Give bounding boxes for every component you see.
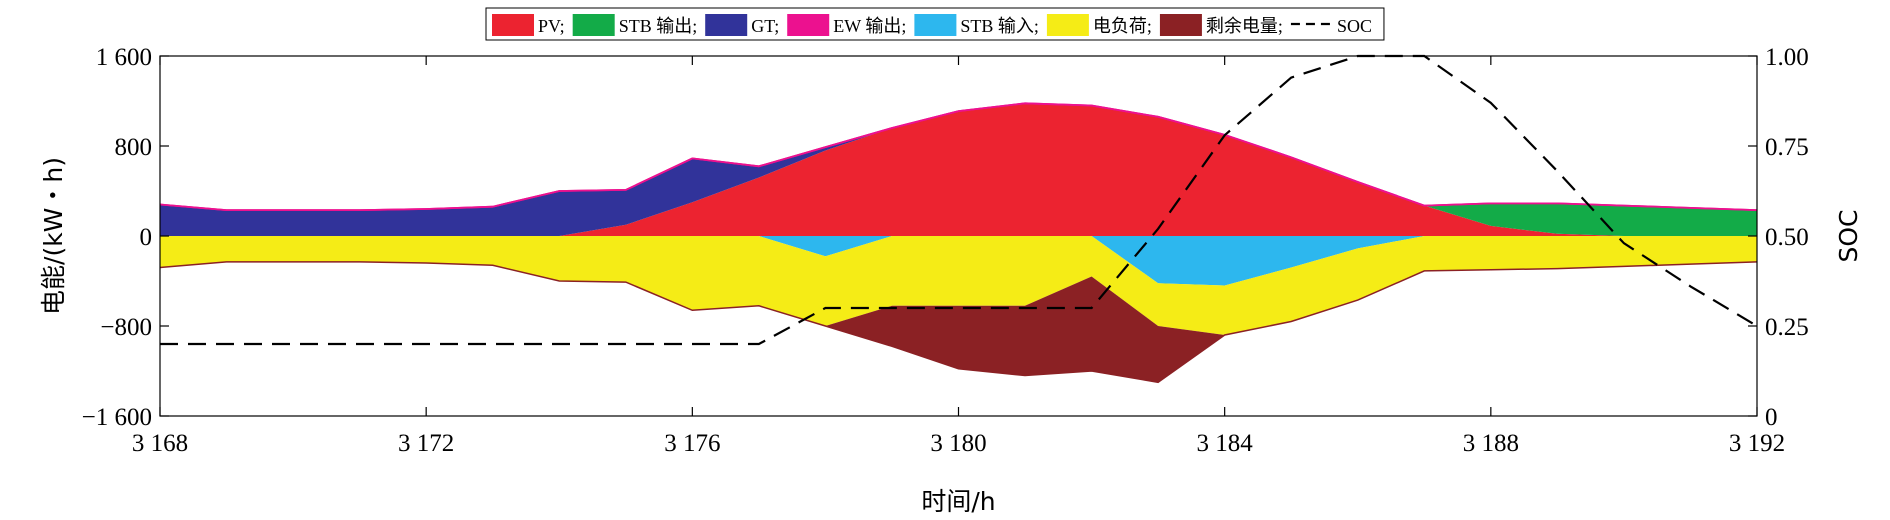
positive-stack-outline — [159, 102, 1758, 211]
series-剩余电量-area — [160, 261, 1757, 383]
y-tick-label: −800 — [100, 314, 152, 341]
legend-item-电负荷: 电负荷; — [1046, 14, 1152, 36]
x-tick-label: 3 192 — [1729, 430, 1785, 457]
legend: PV; STB 输出; GT; EW 输出; STB 输入; 电负荷; 剩余电量; SOC — [485, 7, 1385, 41]
legend-item-剩余电量-label: 剩余电量; — [1206, 16, 1283, 36]
legend-item-电负荷-label: 电负荷; — [1093, 16, 1152, 36]
x-tick-label: 3 184 — [1197, 430, 1254, 457]
y-tick-label: −1 600 — [82, 404, 152, 431]
legend-item-剩余电量: 剩余电量; — [1159, 14, 1283, 36]
series-layer — [159, 102, 1758, 384]
legend-item-stb-输出-swatch — [572, 14, 615, 36]
y2-tick-label: 0.75 — [1765, 134, 1809, 161]
y-tick-label: 1 600 — [96, 44, 152, 71]
legend-item-stb-输出: STB 输出; — [572, 14, 698, 36]
x-tick-label: 3 176 — [664, 430, 720, 457]
series-gt-area — [160, 103, 1757, 236]
y2-axis-title: SOC — [1834, 209, 1863, 262]
series-pv-area — [160, 103, 1757, 236]
series-电负荷-area — [160, 236, 1757, 335]
x-tick-label: 3 180 — [930, 430, 986, 457]
legend-items: PV; STB 输出; GT; EW 输出; STB 输入; 电负荷; 剩余电量; SOC — [492, 14, 1372, 36]
legend-item-gt-swatch — [705, 14, 748, 36]
legend-item-ew-输出-swatch — [787, 14, 830, 36]
y-axis-title: 电能/(kW・h) — [39, 157, 68, 315]
legend-item-ew-输出-label: EW 输出; — [833, 16, 906, 36]
legend-item-stb-输入: STB 输入; — [914, 14, 1039, 36]
y-tick-label: 0 — [140, 224, 153, 251]
negative-stack-outline — [159, 261, 1758, 384]
legend-item-ew-输出: EW 输出; — [787, 14, 906, 36]
legend-item-soc: SOC — [1290, 16, 1372, 36]
legend-item-soc-label: SOC — [1337, 16, 1372, 36]
series-stb-输入-area — [160, 236, 1757, 286]
soc-layer — [160, 54, 1758, 346]
x-axis-title: 时间/h — [921, 487, 995, 516]
series-stb-输出-area — [160, 103, 1757, 236]
legend-item-gt-label: GT; — [751, 16, 779, 36]
y2-tick-label: 0.25 — [1765, 314, 1809, 341]
y-tick-label: 800 — [115, 134, 153, 161]
legend-item-gt: GT; — [705, 14, 779, 36]
legend-item-stb-输入-swatch — [914, 14, 957, 36]
x-tick-label: 3 172 — [398, 430, 454, 457]
y2-tick-label: 0.50 — [1765, 224, 1809, 251]
legend-item-pv-swatch — [492, 14, 534, 36]
legend-item-pv: PV; — [492, 14, 565, 36]
legend-item-电负荷-swatch — [1046, 14, 1089, 36]
legend-item-stb-输入-label: STB 输入; — [960, 16, 1039, 36]
y2-tick-label: 0 — [1765, 404, 1778, 431]
series-soc-line — [160, 54, 1758, 346]
y2-tick-label: 1.00 — [1765, 44, 1809, 71]
x-tick-label: 3 168 — [132, 430, 188, 457]
ticks-layer: 3 168 3 172 3 176 3 180 3 184 3 188 3 192 −1 60… — [82, 44, 1809, 457]
legend-item-剩余电量-swatch — [1159, 14, 1202, 36]
legend-item-pv-label: PV; — [538, 16, 565, 36]
x-tick-label: 3 188 — [1463, 430, 1519, 457]
legend-item-stb-输出-label: STB 输出; — [619, 16, 698, 36]
